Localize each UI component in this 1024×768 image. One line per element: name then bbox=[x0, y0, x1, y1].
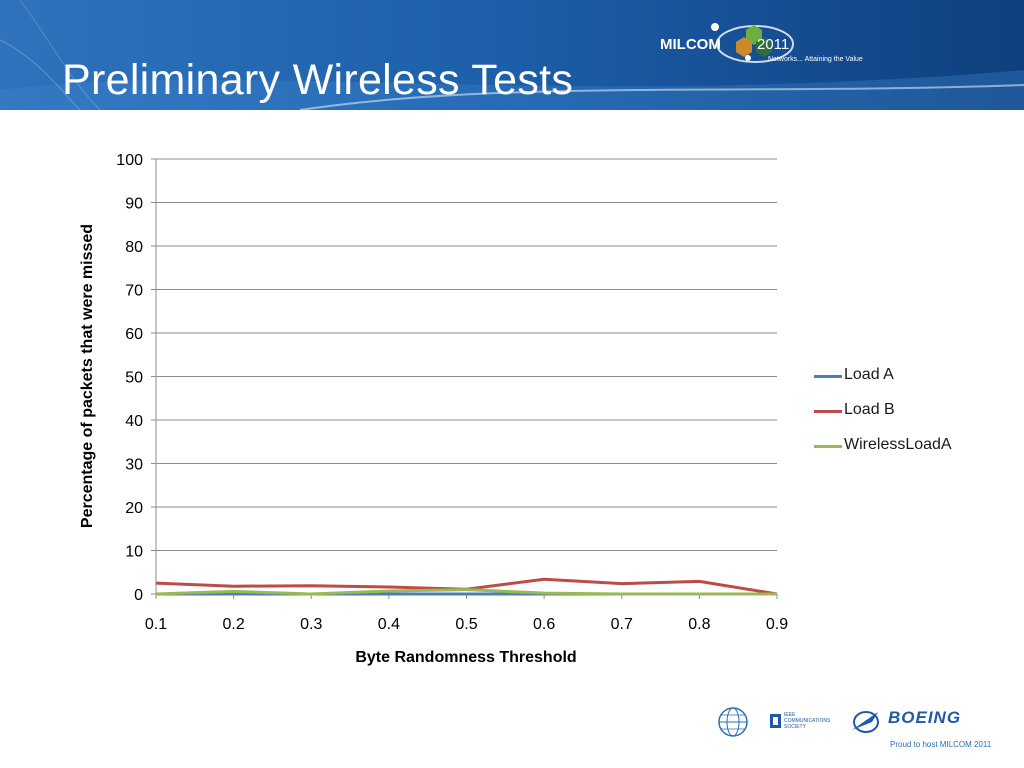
series-lines bbox=[155, 577, 778, 596]
y-axis-title: Percentage of packets that were missed bbox=[79, 224, 96, 528]
y-tick-label: 90 bbox=[125, 196, 143, 213]
legend-swatch bbox=[814, 410, 842, 413]
x-tick-label: 0.7 bbox=[611, 616, 633, 633]
milcom-logo: MILCOM 2011 Networks... Attaining the Va… bbox=[660, 10, 920, 80]
y-tick-label: 10 bbox=[125, 544, 143, 561]
x-tick-label: 0.3 bbox=[300, 616, 322, 633]
x-tick-label: 0.8 bbox=[688, 616, 710, 633]
x-axis-title: Byte Randomness Threshold bbox=[355, 649, 576, 666]
x-tick-label: 0.9 bbox=[766, 616, 788, 633]
slide-title: Preliminary Wireless Tests bbox=[62, 56, 574, 104]
y-tick-label: 30 bbox=[125, 457, 143, 474]
line-chart: 0 10 20 30 40 50 60 70 80 90 100 0.1 0.2 0.3 0.4 0.5 0.6… bbox=[79, 152, 788, 666]
milcom-wordmark: MILCOM bbox=[660, 36, 721, 53]
footer-host-text: Proud to host MILCOM 2011 bbox=[890, 740, 992, 749]
series-line-wirelessloada bbox=[155, 588, 777, 596]
gridlines bbox=[156, 158, 777, 551]
legend-swatch bbox=[814, 445, 842, 448]
y-tick-label: 20 bbox=[125, 500, 143, 517]
boeing-wordmark: BOEING bbox=[888, 708, 962, 727]
x-tick-label: 0.4 bbox=[378, 616, 400, 633]
ieee-logo-icon bbox=[770, 714, 781, 728]
ieee-text: IEEE COMMUNICATIONS SOCIETY bbox=[784, 712, 831, 730]
milcom-year: 2011 bbox=[757, 36, 790, 53]
y-tick-label: 80 bbox=[125, 239, 143, 256]
y-tick-label: 70 bbox=[125, 283, 143, 300]
x-tick-label: 0.6 bbox=[533, 616, 555, 633]
legend-label: Load B bbox=[844, 401, 895, 418]
y-tick-label: 0 bbox=[134, 587, 143, 604]
y-tick-label: 40 bbox=[125, 413, 143, 430]
y-tick-label: 50 bbox=[125, 370, 143, 387]
legend-swatch bbox=[814, 375, 842, 378]
y-tick-label: 60 bbox=[125, 326, 143, 343]
sponsor-logos bbox=[718, 707, 879, 737]
milcom-tagline: Networks... Attaining the Value bbox=[768, 56, 863, 63]
x-tick-label: 0.2 bbox=[223, 616, 245, 633]
afcea-globe-icon bbox=[718, 707, 748, 737]
milcom-emblem-icon bbox=[711, 23, 794, 63]
footer-logos: IEEE COMMUNICATIONS SOCIETY BOEING Proud… bbox=[700, 700, 1020, 760]
y-tick-label: 100 bbox=[116, 152, 143, 169]
boeing-logo-icon bbox=[852, 711, 879, 733]
x-tick-label: 0.1 bbox=[145, 616, 167, 633]
header-background bbox=[0, 0, 1024, 110]
x-tick-label: 0.5 bbox=[455, 616, 477, 633]
axes: 0 10 20 30 40 50 60 70 80 90 100 0.1 0.2 0.3 0.4 0.5 0.6… bbox=[116, 152, 788, 633]
legend-label: WirelessLoadA bbox=[844, 436, 952, 453]
header-banner: Preliminary Wireless Tests MILCOM 2011 N… bbox=[0, 0, 1024, 110]
legend-label: Load A bbox=[844, 366, 894, 383]
